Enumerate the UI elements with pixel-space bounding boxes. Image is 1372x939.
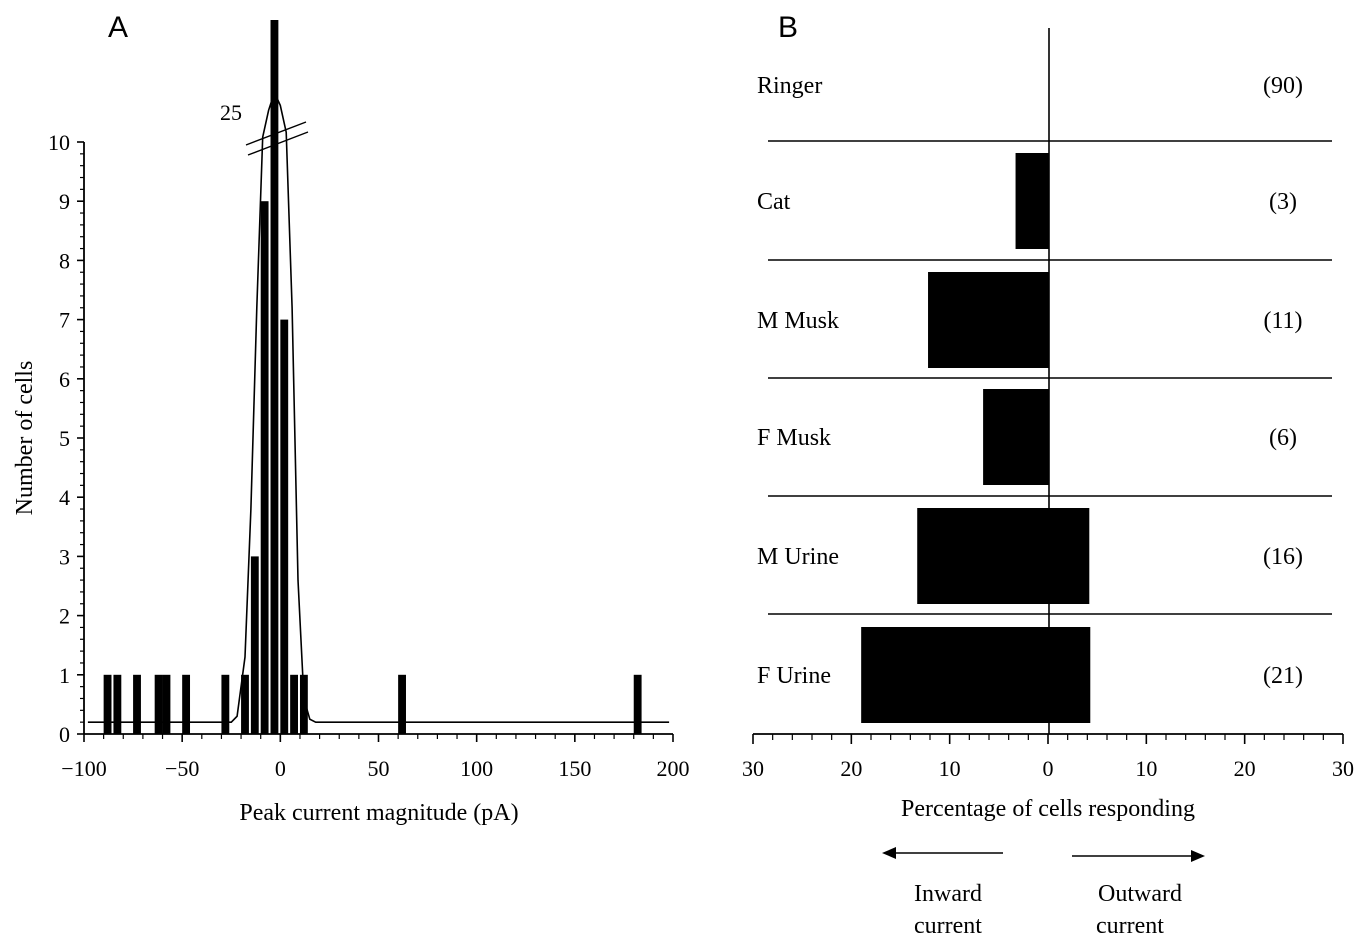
x-tick-label: 0 [275,756,286,781]
histogram-bar [133,674,141,734]
x-tick-label: 200 [657,756,690,781]
histogram-bar [182,674,191,734]
b-x-tick-label: 30 [1332,756,1354,781]
y-tick-label: 8 [59,248,70,273]
histogram-bar [103,674,112,734]
y-tick-label: 10 [48,130,70,155]
inward-bar [861,627,1049,723]
histogram-bar [250,556,259,734]
inward-bar [1015,153,1049,249]
panel-b-bars [861,153,1091,723]
histogram-bar [270,20,279,734]
histogram-bar [280,319,289,734]
histogram-bar [633,674,642,734]
x-axis-title: Peak current magnitude (pA) [239,800,518,826]
outward-arrow [1072,850,1205,862]
inward-bar [928,272,1049,368]
cell-count-label: (16) [1263,544,1303,570]
cell-count-label: (6) [1269,425,1297,451]
b-x-tick-label: 30 [742,756,764,781]
category-label: Cat [757,189,791,215]
x-tick-label: 150 [558,756,591,781]
fit-curve [87,90,670,723]
axis-break-mark [247,131,309,156]
inward-label-line1: Inward [914,881,982,907]
panel-a-label: A [108,11,128,44]
b-x-tick-label: 10 [1135,756,1157,781]
outward-bar [1049,508,1090,604]
y-tick-label: 4 [59,485,70,510]
outward-label-line1: Outward [1098,881,1182,907]
outward-label-line2: current [1096,913,1164,939]
cell-count-labels: (90) (3) (11) (6) (16) (21) [1263,73,1303,689]
axis-break-label: 25 [220,100,242,125]
y-tick-label: 6 [59,367,70,392]
inward-bar [983,389,1049,485]
category-label: F Musk [757,425,831,451]
cell-count-label: (21) [1263,663,1303,689]
panel-a-bars [103,20,642,734]
x-axis-ticks: −100 −50 0 50 100 150 200 [61,734,690,781]
histogram-bar [221,674,230,734]
category-label: F Urine [757,663,831,689]
y-axis-ticks: 0 1 2 3 4 5 6 7 8 9 10 [48,130,84,747]
histogram-bar [162,674,171,734]
panel-b-label: B [778,11,798,44]
y-axis-title: Number of cells [12,361,38,516]
b-x-tick-label: 0 [1043,756,1054,781]
b-x-tick-label: 20 [1234,756,1256,781]
histogram-bar [299,674,308,734]
inward-arrow [882,847,1003,859]
panel-a: A 0 1 2 3 4 5 6 7 8 9 10 −100 −50 0 50 100 150 200 25 Pe… [12,11,690,826]
b-x-tick-label: 20 [840,756,862,781]
x-tick-label: −100 [61,756,106,781]
panel-b: B Ringer Cat M Musk F Musk M Urine F Urine (9… [742,11,1354,939]
histogram-bar [241,674,249,734]
histogram-bar [154,674,163,734]
category-label: M Musk [757,308,839,334]
histogram-bar [290,674,299,734]
y-tick-label: 9 [59,189,70,214]
b-x-axis-ticks: 30 20 10 0 10 20 30 [742,734,1354,781]
outward-bar [1049,627,1091,723]
x-tick-label: 50 [368,756,390,781]
x-tick-label: 100 [460,756,493,781]
y-tick-label: 3 [59,544,70,569]
category-labels: Ringer Cat M Musk F Musk M Urine F Urine [757,73,839,689]
y-tick-label: 2 [59,604,70,629]
category-label: Ringer [757,73,822,99]
axis-break-mark [245,121,307,146]
b-x-axis-title: Percentage of cells responding [901,796,1195,822]
y-tick-label: 5 [59,426,70,451]
cell-count-label: (3) [1269,189,1297,215]
category-label: M Urine [757,544,839,570]
inward-label-line2: current [914,913,982,939]
histogram-bar [398,674,406,734]
histogram-bar [113,674,122,734]
cell-count-label: (90) [1263,73,1303,99]
cell-count-label: (11) [1263,308,1302,334]
y-tick-label: 7 [59,308,70,333]
histogram-bar [260,201,269,734]
y-tick-label: 0 [59,722,70,747]
y-tick-label: 1 [59,663,70,688]
row-separators [768,140,1332,615]
inward-bar [917,508,1049,604]
x-tick-label: −50 [165,756,199,781]
b-x-tick-label: 10 [939,756,961,781]
